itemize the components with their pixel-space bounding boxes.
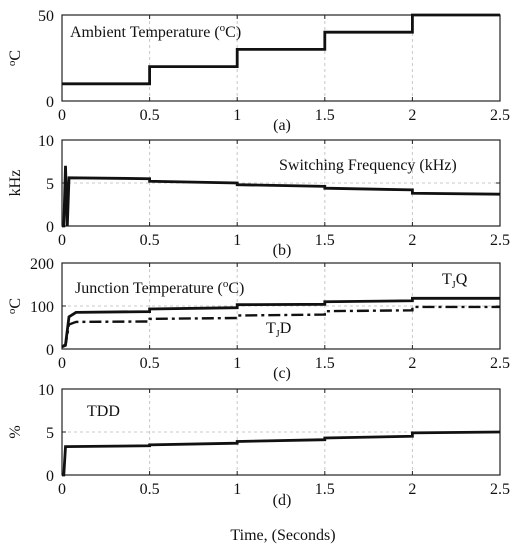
x-tick-label: 2: [408, 355, 416, 372]
y-axis-label: oC: [6, 50, 24, 66]
series-line: [62, 13, 500, 86]
panel-d: 0 0.5 1 1.5 2 2.5 0 5 10% TDD (d): [7, 382, 510, 509]
x-tick-label: 0: [58, 107, 66, 124]
y-tick-label: 200: [30, 256, 54, 273]
panel-annotation: Switching Frequency (kHz): [279, 157, 457, 174]
panel-label: (b): [273, 242, 292, 259]
x-tick-label: 0.5: [140, 107, 160, 124]
series-line-tjq: [61, 296, 500, 349]
x-tick-label: 1.5: [315, 232, 335, 249]
x-tick-label: 1.5: [315, 355, 335, 372]
panel-annotation: Ambient Temperature (oC): [70, 22, 241, 41]
y-tick-label: 5: [46, 425, 54, 442]
x-tick-label: 1.5: [315, 107, 335, 124]
series-line: [62, 165, 501, 228]
x-tick-label: 2.5: [490, 232, 510, 249]
series-line: [62, 430, 501, 477]
x-axis-title: Time, (Seconds): [230, 527, 335, 544]
panel-label: (d): [273, 492, 292, 509]
panel-annotation: Junction Temperature (oC): [75, 278, 244, 297]
x-tick-label: 0: [58, 355, 66, 372]
x-tick-label: 2.5: [490, 481, 510, 498]
y-tick-label: 0: [46, 219, 54, 236]
y-tick-label: 50: [38, 8, 54, 25]
x-tick-label: 2.5: [490, 107, 510, 124]
x-tick-label: 1: [233, 232, 241, 249]
y-tick-label: 0: [46, 342, 54, 359]
y-axis-label: %: [7, 425, 24, 438]
x-tick-label: 2.5: [490, 355, 510, 372]
x-tick-label: 1: [233, 481, 241, 498]
series-line-tjd: [61, 305, 500, 349]
x-tick-label: 2: [408, 107, 416, 124]
panel-label: (c): [273, 365, 291, 382]
panel-b: 0 0.5 1 1.5 2 2.5 0 5 10 kHz Switching Frequency (…: [7, 133, 510, 259]
x-tick-label: 2: [408, 481, 416, 498]
panel-c: 0 0.5 1 1.5 2 2.5 0 100 200 oC Junction Temperatur…: [6, 256, 510, 382]
y-axis-label: kHz: [7, 170, 24, 197]
x-tick-label: 0.5: [140, 481, 160, 498]
x-tick-label: 0.5: [140, 232, 160, 249]
y-tick-label: 0: [46, 94, 54, 111]
x-tick-label: 2: [408, 232, 416, 249]
y-axis-label: oC: [6, 298, 24, 314]
x-tick-label: 1: [233, 355, 241, 372]
x-tick-label: 0: [58, 232, 66, 249]
x-tick-label: 1: [233, 107, 241, 124]
panel-label: (a): [273, 117, 291, 134]
x-tick-label: 0: [58, 481, 66, 498]
y-tick-label: 5: [46, 176, 54, 193]
y-tick-label: 0: [46, 468, 54, 485]
panel-annotation: TDD: [87, 403, 120, 420]
series-label-tjq: TJQ: [442, 271, 468, 291]
plot-area-frame: [61, 14, 501, 102]
x-tick-label: 1.5: [315, 481, 335, 498]
series-label-tjd: TJD: [266, 320, 291, 340]
y-tick-label: 10: [38, 382, 54, 399]
y-tick-label: 10: [38, 133, 54, 150]
x-tick-label: 0.5: [140, 355, 160, 372]
panel-a: 0 0.5 1 1.5 2 2.5 0 50 oC Ambient Temperature (oC…: [6, 8, 510, 134]
y-tick-label: 100: [30, 299, 54, 316]
